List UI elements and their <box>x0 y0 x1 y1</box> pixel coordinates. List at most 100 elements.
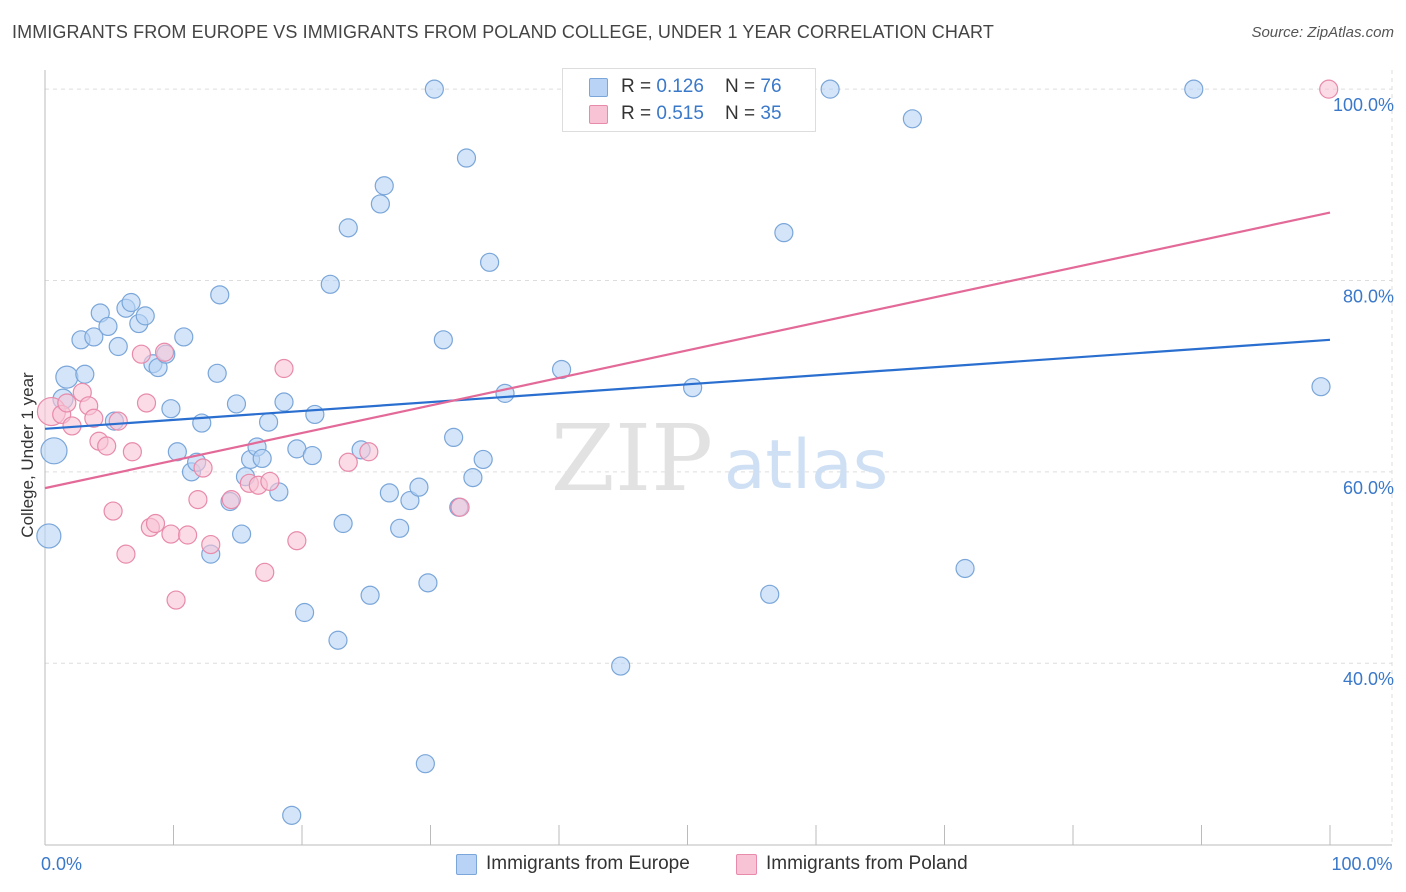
europe-point-57 <box>433 330 453 350</box>
poland-point-28 <box>260 471 280 492</box>
europe-point-12 <box>121 292 141 313</box>
poland-point-23 <box>201 534 221 555</box>
europe-point-54 <box>415 754 435 774</box>
poland-point-12 <box>122 442 142 462</box>
poland-point-20 <box>178 525 198 545</box>
europe-point-72 <box>955 558 975 579</box>
europe-point-45 <box>338 218 358 238</box>
europe-point-65 <box>551 359 572 380</box>
legend-text-europe: R = 0.126 N = 76 <box>621 74 782 100</box>
y-tick-label-100: 100.0% <box>1333 95 1394 115</box>
poland-point-19 <box>166 590 186 610</box>
poland-point-27 <box>255 562 275 582</box>
europe-point-51 <box>390 518 410 538</box>
europe-point-14 <box>135 306 155 326</box>
europe-point-55 <box>418 573 438 593</box>
legend-poland-n-value: 35 <box>760 103 782 124</box>
europe-point-26 <box>210 285 230 305</box>
legend-text-poland: R = 0.515 N = 35 <box>621 101 782 127</box>
europe-point-41 <box>305 404 325 425</box>
poland-point-22 <box>193 458 213 478</box>
legend-poland-r-value: 0.515 <box>656 103 704 124</box>
europe-point-42 <box>320 274 340 294</box>
tick-labels: 40.0% 60.0% 80.0% 100.0% 0.0% 100.0% <box>41 95 1394 874</box>
poland-point-30 <box>287 531 307 551</box>
europe-point-33 <box>252 448 272 469</box>
y-axis-title: College, Under 1 year <box>18 372 37 538</box>
poland-point-24 <box>221 489 241 510</box>
europe-point-69 <box>760 584 780 604</box>
europe-point-62 <box>473 449 493 470</box>
europe-point-36 <box>274 392 294 412</box>
poland-point-16 <box>145 513 166 534</box>
poland-trend-line <box>44 211 1331 490</box>
europe-point-50 <box>379 483 399 503</box>
europe-point-43 <box>328 630 348 650</box>
poland-point-14 <box>136 393 157 413</box>
poland-point-32 <box>359 442 379 462</box>
poland-point-10 <box>108 411 128 431</box>
europe-point-68 <box>683 378 703 398</box>
europe-trend-line <box>44 338 1331 430</box>
legend-swatch-poland <box>589 105 608 124</box>
legend-europe-r-value: 0.126 <box>656 76 704 97</box>
europe-point-3 <box>55 365 79 389</box>
europe-point-47 <box>360 585 380 605</box>
europe-point-58 <box>444 427 464 448</box>
europe-point-6 <box>84 327 104 347</box>
europe-point-4 <box>75 364 95 384</box>
watermark-zip: ZIP <box>551 405 713 512</box>
europe-point-44 <box>333 513 353 534</box>
bottom-swatch-poland <box>736 854 757 875</box>
poland-point-33 <box>450 497 470 517</box>
legend-poland-n-label: N = <box>725 103 761 124</box>
poland-point-17 <box>154 342 175 362</box>
poland-point-18 <box>161 524 181 544</box>
poland-point-2 <box>57 393 77 413</box>
legend-swatch-europe <box>589 78 608 97</box>
bottom-swatch-europe <box>456 854 477 875</box>
europe-point-71 <box>902 109 922 129</box>
watermark-atlas: atlas <box>724 426 888 505</box>
bottom-label-europe: Immigrants from Europe <box>486 853 690 874</box>
europe-point-34 <box>258 412 279 432</box>
chart-title: IMMIGRANTS FROM EUROPE VS IMMIGRANTS FRO… <box>12 22 994 42</box>
europe-point-70 <box>774 223 794 243</box>
legend-europe-n-value: 76 <box>760 76 782 97</box>
poland-point-8 <box>97 436 117 456</box>
europe-point-63 <box>480 252 500 272</box>
europe-point-56 <box>424 79 444 99</box>
europe-point-0 <box>36 523 62 549</box>
europe-point-48 <box>370 194 390 214</box>
europe-point-1 <box>40 437 68 465</box>
x-tick-label-0: 0.0% <box>41 854 82 874</box>
europe-point-74 <box>1311 377 1331 397</box>
poland-point-31 <box>338 452 358 472</box>
europe-point-49 <box>374 176 394 196</box>
poland-point-9 <box>103 501 123 521</box>
europe-point-75 <box>820 79 840 99</box>
europe-point-28 <box>226 394 247 414</box>
y-tick-label-80: 80.0% <box>1343 286 1394 306</box>
x-tick-label-100: 100.0% <box>1331 854 1392 874</box>
europe-point-66 <box>611 656 631 676</box>
y-tick-label-40: 40.0% <box>1343 669 1394 689</box>
poland-series <box>36 79 1339 610</box>
legend-europe-r-label: R = <box>621 76 657 97</box>
europe-point-25 <box>207 363 227 383</box>
poland-point-29 <box>274 358 294 379</box>
poland-point-6 <box>84 408 104 428</box>
europe-point-52 <box>400 490 420 511</box>
europe-point-29 <box>232 524 252 544</box>
trend-lines <box>44 211 1331 490</box>
europe-point-8 <box>98 316 118 337</box>
poland-point-21 <box>188 489 208 510</box>
europe-point-39 <box>294 602 315 623</box>
bottom-label-poland: Immigrants from Poland <box>766 853 968 874</box>
legend-europe-n-label: N = <box>725 76 761 97</box>
poland-point-34 <box>1319 79 1339 99</box>
europe-point-10 <box>108 336 128 357</box>
stats-legend: R = 0.126 N = 76 R = 0.515 N = 35 <box>562 68 816 132</box>
europe-point-61 <box>463 467 483 488</box>
